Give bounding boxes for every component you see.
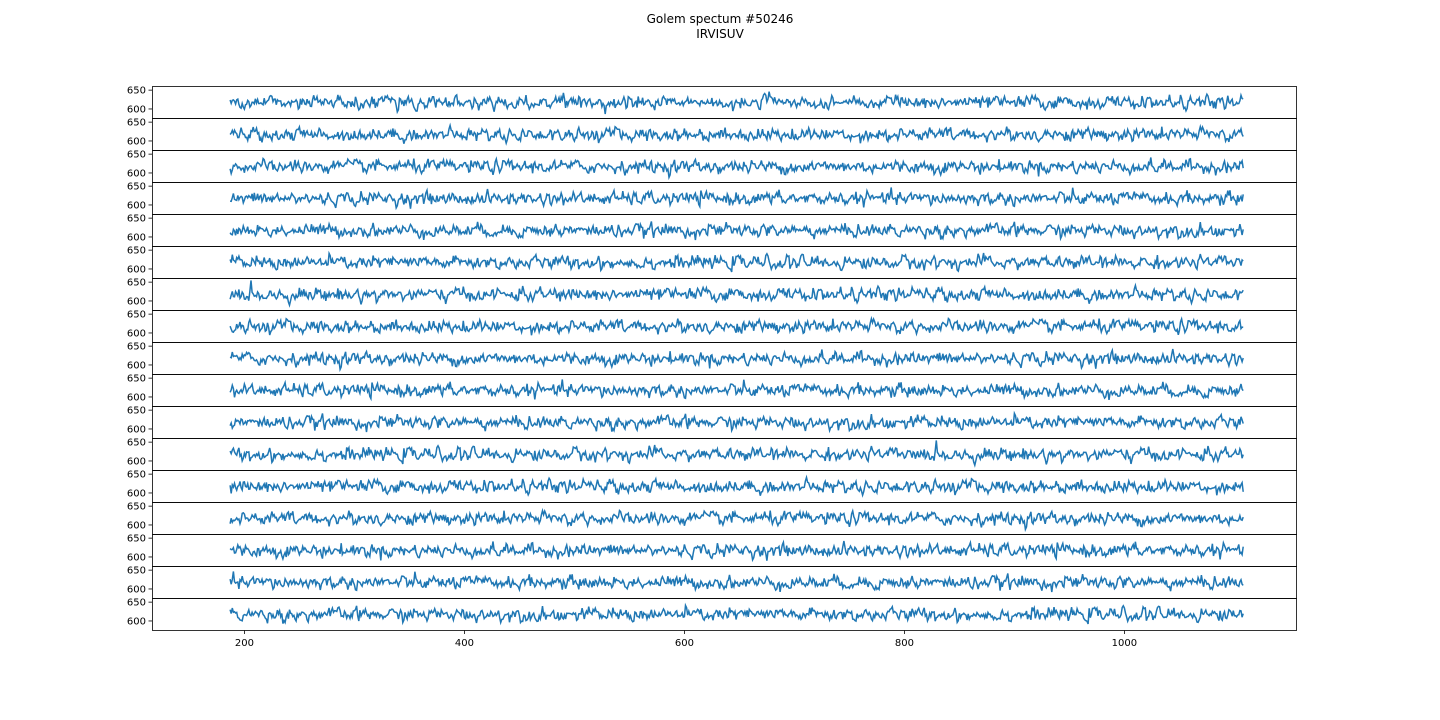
x-tick-label: 800 [895, 638, 914, 649]
subplot-panel: 600 650 [127, 342, 1297, 375]
subplot-panel: 600 650 [127, 278, 1297, 311]
y-tick-label: 600 [127, 296, 146, 307]
y-tick-label: 650 [127, 86, 146, 97]
y-tick-label: 650 [127, 598, 146, 609]
spectrum-line [229, 440, 1244, 468]
y-tick-label: 650 [127, 278, 146, 289]
spectrum-line [229, 280, 1244, 308]
y-tick-label: 600 [127, 392, 146, 403]
subplot-panel: 600 650 [127, 214, 1297, 247]
spectrum-line [229, 221, 1244, 242]
subplot-panel: 600 650 [127, 470, 1297, 503]
y-tick-label: 650 [127, 214, 146, 225]
y-tick-label: 600 [127, 616, 146, 627]
y-tick-label: 650 [127, 310, 146, 321]
y-tick-label: 650 [127, 502, 146, 513]
subplot-panel: 600 650 [127, 118, 1297, 151]
y-tick-label: 600 [127, 200, 146, 211]
y-tick-label: 600 [127, 232, 146, 243]
spectrum-line [229, 571, 1244, 593]
spectrum-line [229, 474, 1244, 498]
spectrum-line [229, 315, 1244, 337]
subplot-panel: 600 650 [127, 502, 1297, 535]
y-tick-label: 600 [127, 488, 146, 499]
y-tick-label: 600 [127, 424, 146, 435]
y-tick-label: 600 [127, 168, 146, 179]
y-tick-label: 600 [127, 584, 146, 595]
chart-title: Golem spectum #50246 [646, 12, 794, 26]
x-tick-label: 600 [675, 638, 694, 649]
x-tick-label: 400 [455, 638, 474, 649]
subplot-panel: 600 650 [127, 534, 1297, 567]
y-tick-label: 600 [127, 328, 146, 339]
subplot-panel: 600 650 [127, 598, 1297, 631]
axes-frame [152, 598, 1297, 631]
y-tick-label: 600 [127, 552, 146, 563]
spectrum-line [229, 539, 1244, 563]
y-tick-label: 650 [127, 182, 146, 193]
y-tick-label: 650 [127, 534, 146, 545]
y-tick-label: 600 [127, 136, 146, 147]
y-tick-label: 600 [127, 104, 146, 115]
y-tick-label: 600 [127, 360, 146, 371]
y-tick-label: 650 [127, 566, 146, 577]
subplot-panel: 600 650 [127, 374, 1297, 407]
x-tick-label: 200 [235, 638, 254, 649]
spectrum-line [229, 347, 1244, 373]
spectrum-line [229, 156, 1244, 181]
spectrum-line [229, 250, 1244, 273]
subplot-panel: 600 650 [127, 406, 1297, 439]
y-tick-label: 650 [127, 118, 146, 129]
spectrum-line [229, 507, 1244, 533]
subplot-panel: 600 650 [127, 438, 1297, 471]
subplot-panel: 600 650 [127, 182, 1297, 215]
subplot-panel: 600 650 [127, 566, 1297, 599]
y-tick-label: 650 [127, 150, 146, 161]
y-tick-label: 600 [127, 264, 146, 275]
spectrum-line [229, 122, 1244, 146]
axes-frame [152, 438, 1297, 471]
spectrum-line [229, 410, 1244, 434]
spectrum-line [229, 602, 1244, 626]
axes-frame [152, 182, 1297, 215]
spectrum-line [229, 187, 1244, 211]
y-tick-label: 600 [127, 456, 146, 467]
spectrum-line [229, 91, 1244, 115]
subplot-panel: 600 650 [127, 86, 1297, 119]
chart-subtitle: IRVISUV [696, 27, 744, 41]
x-tick-label: 1000 [1112, 638, 1137, 649]
subplot-panel: 600 650 [127, 150, 1297, 183]
y-tick-label: 650 [127, 406, 146, 417]
y-tick-label: 650 [127, 246, 146, 257]
y-tick-label: 600 [127, 520, 146, 531]
spectrum-line [229, 379, 1244, 402]
subplot-panel: 600 650 [127, 246, 1297, 279]
subplot-panel: 600 650 [127, 310, 1297, 343]
y-tick-label: 650 [127, 342, 146, 353]
y-tick-label: 650 [127, 374, 146, 385]
y-tick-label: 650 [127, 438, 146, 449]
y-tick-label: 650 [127, 470, 146, 481]
